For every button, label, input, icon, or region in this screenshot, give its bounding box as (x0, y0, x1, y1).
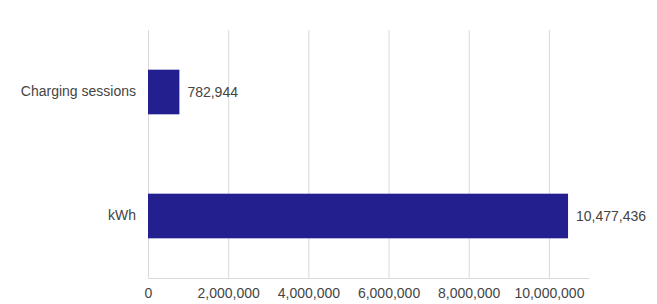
grid-line (389, 30, 390, 278)
x-tick-label: 10,000,000 (514, 285, 584, 301)
y-axis-line (148, 31, 149, 279)
grid-line (469, 30, 470, 278)
y-tick: kWh (108, 207, 148, 223)
bar (148, 194, 568, 239)
grid-line (549, 30, 550, 278)
x-axis: 0 2,000,000 4,000,000 6,000,000 8,000,000 10,… (145, 30, 590, 301)
data-label: 782,944 (187, 84, 238, 100)
chart: 0 2,000,000 4,000,000 6,000,000 8,000,000 10,… (0, 0, 657, 304)
x-tick-label: 0 (145, 285, 153, 301)
grid-line (308, 30, 309, 278)
x-tick-label: 8,000,000 (438, 285, 500, 301)
x-axis-line (149, 278, 590, 279)
grid-line (228, 30, 229, 278)
x-tick-label: 4,000,000 (278, 285, 340, 301)
x-tick-label: 6,000,000 (358, 285, 420, 301)
x-tick: 8,000,000 (438, 30, 500, 301)
x-tick-label: 2,000,000 (198, 285, 260, 301)
y-axis: Charging sessions kWh (21, 31, 149, 279)
bars (148, 70, 568, 239)
x-tick: 6,000,000 (358, 30, 420, 301)
category-label: kWh (108, 207, 136, 223)
x-tick: 2,000,000 (198, 30, 260, 301)
category-label: Charging sessions (21, 83, 136, 99)
data-label: 10,477,436 (576, 208, 646, 224)
y-tick: Charging sessions (21, 83, 148, 99)
x-tick: 10,000,000 (514, 30, 584, 301)
data-labels: 782,944 10,477,436 (187, 84, 646, 224)
grid-line (148, 30, 149, 278)
x-tick: 4,000,000 (278, 30, 340, 301)
bar (148, 70, 179, 115)
plot-area: 0 2,000,000 4,000,000 6,000,000 8,000,000 10,… (21, 30, 647, 301)
